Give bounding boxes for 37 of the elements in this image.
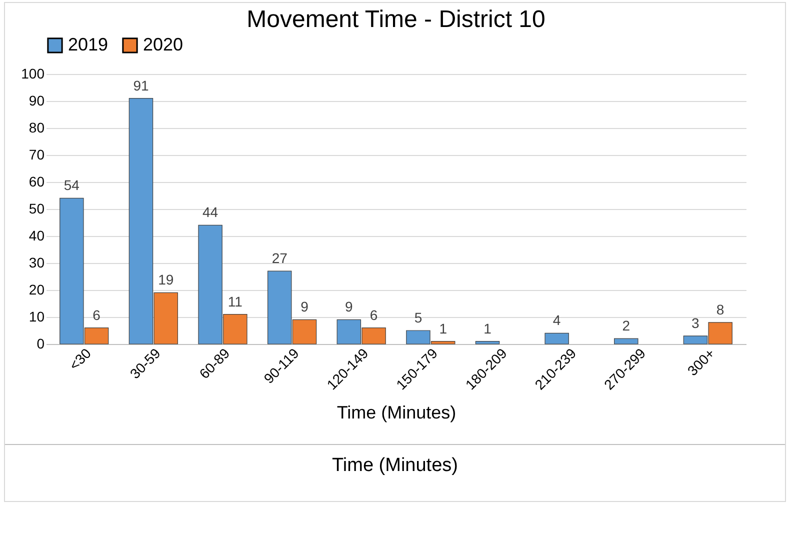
bar [614, 338, 638, 344]
data-label: 44 [202, 204, 218, 220]
y-tick-label: 50 [28, 200, 45, 216]
data-label: 6 [92, 306, 101, 323]
y-tick-label: 100 [21, 66, 45, 82]
text: Time (Minutes) [331, 455, 459, 477]
legend-label: 2020 [143, 34, 184, 54]
y-tick-label: 40 [28, 228, 45, 244]
data-label: 8 [716, 301, 724, 318]
data-label: 27 [272, 250, 288, 266]
y-tick-label: 10 [28, 308, 45, 324]
y-tick-label: 20 [28, 282, 45, 298]
x-tick-label: <30 [66, 344, 94, 374]
data-label: 5 [414, 310, 422, 326]
data-label: 3 [692, 314, 700, 331]
y-tick-label: 80 [28, 120, 45, 136]
x-axis-title: Time (Minutes) [336, 402, 456, 423]
data-label: 91 [133, 77, 149, 94]
data-label: 1 [439, 320, 448, 336]
y-tick-label: 90 [28, 92, 45, 108]
data-label: 11 [228, 293, 243, 310]
y-tick-label: 60 [28, 174, 45, 190]
data-label: 4 [552, 312, 561, 328]
data-label: 1 [484, 320, 492, 336]
legend-label: 2019 [68, 34, 108, 54]
data-label: 9 [300, 298, 309, 315]
y-tick-label: 0 [36, 336, 45, 352]
y-tick-label: 70 [28, 146, 45, 162]
data-label: 6 [370, 306, 378, 323]
bar [544, 332, 569, 344]
bar [475, 341, 500, 344]
y-tick-label: 30 [28, 254, 45, 270]
data-label: 2 [622, 318, 630, 334]
data-label: 9 [345, 298, 354, 315]
data-label: 19 [158, 272, 174, 288]
chart-title: Movement Time - District 10 [246, 6, 546, 33]
data-label: 54 [64, 177, 80, 194]
